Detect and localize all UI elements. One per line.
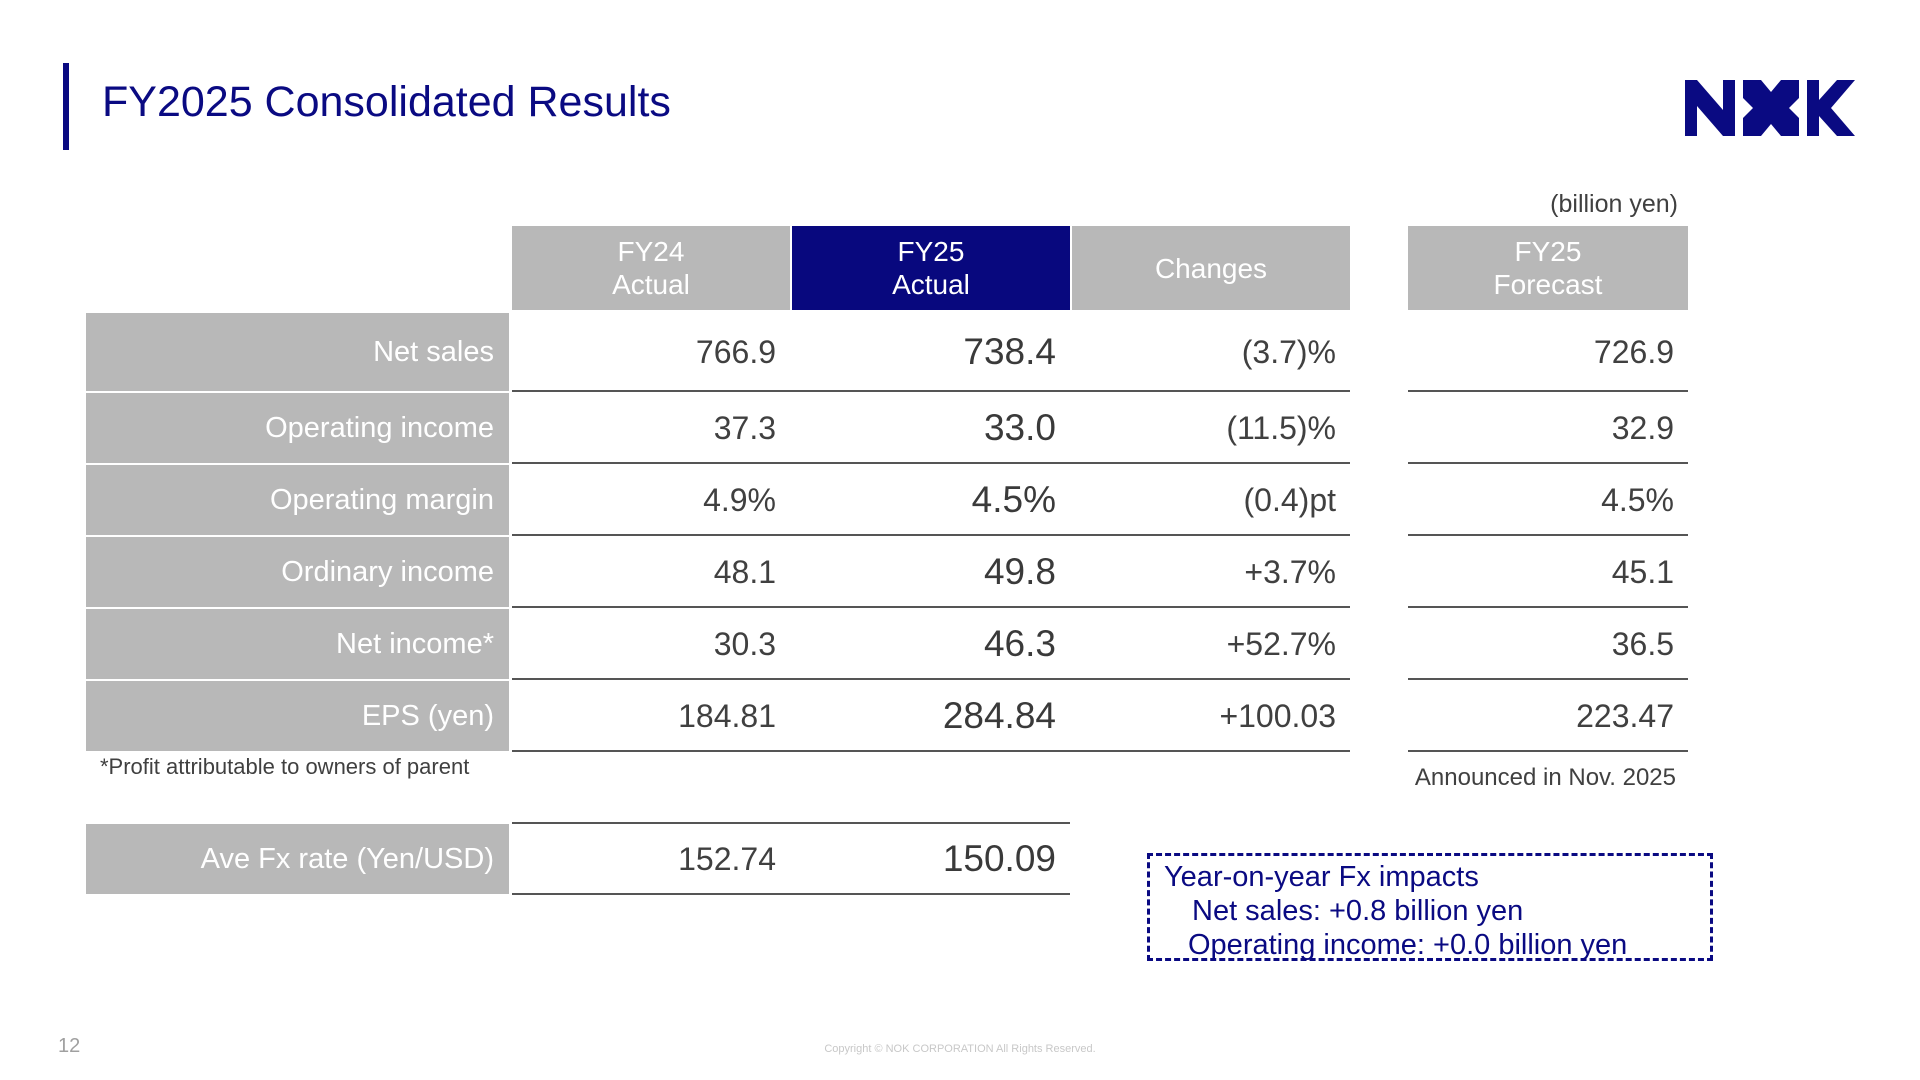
fx-impact-box: Year-on-year Fx impacts Net sales: +0.8 … [1147,853,1713,961]
row-label-operating-margin: Operating margin [86,465,509,535]
row-label-net-income: Net income* [86,609,509,679]
fx-impact-title: Year-on-year Fx impacts [1164,861,1479,893]
cell-fy25-ordinary-income: 49.8 [983,551,1056,592]
cell-forecast-net-sales: 726.9 [1593,333,1674,370]
row-divider [1408,390,1688,392]
row-label-operating-income: Operating income [86,393,509,463]
cell-fy25-net-income: 46.3 [983,623,1056,664]
cell-fy25-operating-income: 33.0 [983,407,1056,448]
row-divider [1408,750,1688,752]
cell-fy24-fx-rate: 152.74 [678,840,776,877]
header-line: Actual [612,269,690,300]
cell-change-net-income: +52.7% [1226,625,1336,662]
fx-impact-operating-income: Operating income: +0.0 billion yen [1188,929,1628,961]
cell-change-operating-margin: (0.4)pt [1243,481,1336,518]
column-header-changes: Changes [1072,226,1350,310]
row-divider [512,462,1350,464]
cell-fy25-eps: 284.84 [942,695,1056,736]
row-divider [1408,462,1688,464]
unit-note: (billion yen) [1550,190,1678,218]
header-line: Forecast [1493,269,1603,300]
column-header-fy25-forecast: FY25 Forecast [1408,226,1688,310]
cell-fy24-net-income: 30.3 [713,625,776,662]
cell-forecast-eps: 223.47 [1576,697,1674,734]
row-divider [512,606,1350,608]
cell-fy25-net-sales: 738.4 [963,331,1056,372]
row-divider [1408,606,1688,608]
row-divider [512,893,1070,895]
cell-fy24-ordinary-income: 48.1 [713,553,776,590]
forecast-announcement-note: Announced in Nov. 2025 [1414,764,1676,791]
header-line: FY25 [1514,236,1582,267]
cell-change-eps: +100.03 [1219,697,1336,734]
cell-forecast-net-income: 36.5 [1611,625,1674,662]
cell-forecast-operating-income: 32.9 [1611,409,1674,446]
cell-fy25-fx-rate: 150.09 [942,838,1056,879]
row-label-net-sales: Net sales [86,313,509,391]
cell-change-operating-income: (11.5)% [1226,409,1336,446]
cell-fy24-eps: 184.81 [678,697,776,734]
cell-fy24-operating-income: 37.3 [713,409,776,446]
cell-fy25-operating-margin: 4.5% [971,479,1056,520]
cell-change-ordinary-income: +3.7% [1244,553,1336,590]
row-label-fx-rate: Ave Fx rate (Yen/USD) [86,824,509,894]
nok-logo [1685,80,1855,136]
header-line: FY25 [897,236,965,267]
row-divider [512,390,1350,392]
cell-change-net-sales: (3.7)% [1241,333,1336,370]
cell-forecast-ordinary-income: 45.1 [1611,553,1674,590]
cell-fy24-operating-margin: 4.9% [703,481,776,518]
page-number: 12 [58,1035,81,1057]
row-label-ordinary-income: Ordinary income [86,537,509,607]
row-divider [512,750,1350,752]
page-title: FY2025 Consolidated Results [102,78,671,126]
cell-forecast-operating-margin: 4.5% [1601,481,1674,518]
row-divider [512,678,1350,680]
copyright-notice: Copyright © NOK CORPORATION All Rights R… [824,1043,1096,1055]
header-line: FY24 [617,236,685,267]
cell-fy24-net-sales: 766.9 [695,333,776,370]
header-line: Actual [892,269,970,300]
header-line: Changes [1154,252,1268,284]
footnote: *Profit attributable to owners of parent [100,754,470,779]
row-divider [512,534,1350,536]
row-label-eps: EPS (yen) [86,681,509,751]
title-accent-bar [63,63,69,150]
column-header-fy24-actual: FY24 Actual [512,226,790,310]
row-divider [1408,678,1688,680]
column-header-fy25-actual: FY25 Actual [792,226,1070,310]
fx-impact-net-sales: Net sales: +0.8 billion yen [1192,895,1524,927]
row-divider [512,822,1070,824]
row-divider [1408,534,1688,536]
